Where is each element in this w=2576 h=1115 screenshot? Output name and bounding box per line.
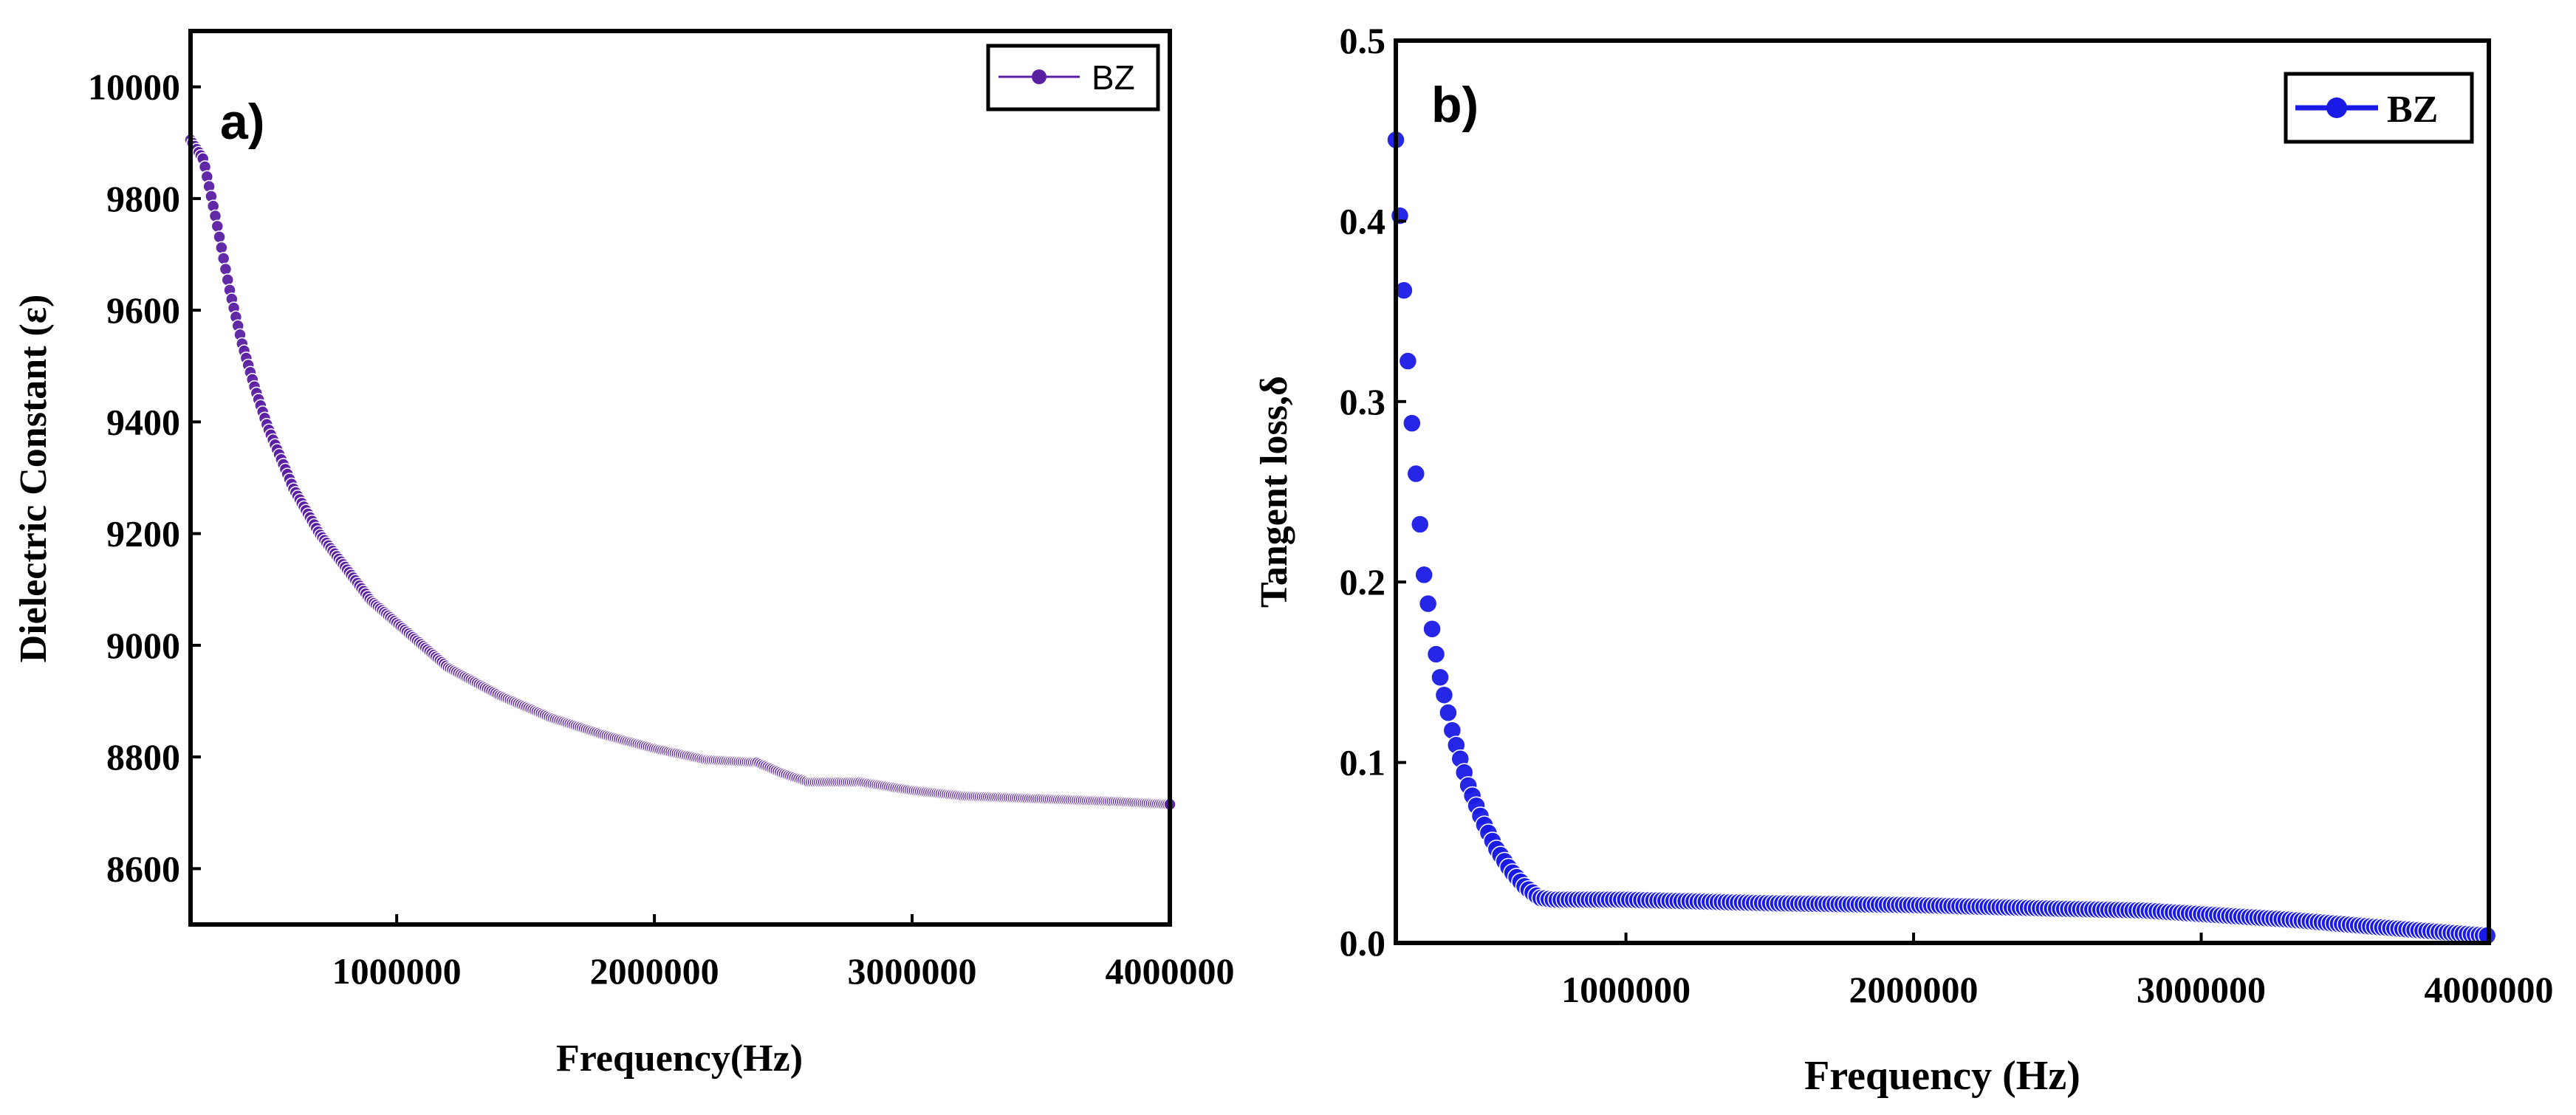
panel-a-legend-label: BZ xyxy=(1092,58,1135,97)
panel-b-data-point xyxy=(1398,351,1418,371)
panel-b-data-point xyxy=(1439,703,1458,722)
panel-b-y-tick-label: 0.1 xyxy=(1340,742,1386,783)
panel-a-data-points xyxy=(184,133,1176,812)
panel-a-y-tick-label: 8600 xyxy=(106,848,180,889)
panel-b-data-point xyxy=(1418,594,1438,614)
panel-a-data-point xyxy=(215,241,228,255)
panel-b-data-point xyxy=(1414,565,1433,585)
panel-b-data-points xyxy=(1386,130,2497,945)
panel-a-y-tick-label: 9400 xyxy=(106,401,180,442)
panel-b-tangent-loss: 0.0 0.1 0.2 0.3 0.4 0.5 1000000 2000000 3000000… xyxy=(1253,20,2554,1099)
panel-a-dielectric-constant: 8600 8800 9000 9200 9400 9600 9800 10000 100000… xyxy=(13,29,1235,1080)
panel-a-x-axis-label: Frequency(Hz) xyxy=(556,1037,803,1080)
panel-a-legend-marker xyxy=(1032,69,1046,84)
panel-a-x-ticks: 1000000 2000000 3000000 4000000 xyxy=(332,914,1235,992)
panel-b-data-point xyxy=(1434,685,1454,704)
panel-a-x-tick-label: 2000000 xyxy=(590,950,719,992)
panel-a-data-point xyxy=(210,219,225,233)
panel-b-legend-label: BZ xyxy=(2387,89,2438,131)
panel-a-legend: BZ xyxy=(986,44,1160,112)
panel-a-y-tick-label: 10000 xyxy=(88,66,180,108)
panel-a-x-tick-label: 3000000 xyxy=(848,950,977,992)
panel-b-x-tick-label: 1000000 xyxy=(1561,969,1690,1010)
panel-a-y-tick-label: 9600 xyxy=(106,289,180,331)
panel-b-y-tick-label: 0.4 xyxy=(1340,200,1386,241)
panel-a-y-tick-label: 9200 xyxy=(106,513,180,555)
panel-a-y-tick-label: 9800 xyxy=(106,178,180,219)
panel-b-x-tick-label: 3000000 xyxy=(2137,969,2266,1010)
panel-a-y-ticks: 8600 8800 9000 9200 9400 9600 9800 10000 xyxy=(88,66,201,889)
panel-b-x-axis-label: Frequency (Hz) xyxy=(1804,1053,2080,1099)
panel-b-x-tick-label: 2000000 xyxy=(1849,969,1979,1010)
panel-b-y-ticks: 0.0 0.1 0.2 0.3 0.4 0.5 xyxy=(1340,20,1406,964)
panel-a-x-tick-label: 4000000 xyxy=(1106,950,1235,992)
panel-b-legend: BZ xyxy=(2284,72,2474,144)
panel-b-data-point xyxy=(1406,464,1426,484)
panel-a-y-tick-label: 9000 xyxy=(106,625,180,666)
panel-b-data-point xyxy=(1410,515,1430,534)
panel-b-y-tick-label: 0.3 xyxy=(1340,381,1386,422)
panel-b-y-tick-label: 0.0 xyxy=(1340,922,1386,964)
panel-b-plot-frame xyxy=(1394,38,2491,945)
panel-a-data-point xyxy=(221,273,234,287)
panel-b-data-point xyxy=(1431,668,1450,687)
panel-b-legend-marker xyxy=(2326,97,2347,118)
panel-b-data-point xyxy=(1422,619,1442,639)
panel-b-x-tick-label: 4000000 xyxy=(2425,969,2554,1010)
panel-a-label: a) xyxy=(220,94,264,150)
panel-b-y-axis-label: Tangent loss,δ xyxy=(1253,376,1295,608)
panel-b-label: b) xyxy=(1431,77,1479,133)
panel-b-data-point xyxy=(1402,414,1422,433)
panel-a-x-tick-label: 1000000 xyxy=(332,950,462,992)
panel-a-data-point xyxy=(219,262,233,276)
panel-a-data-point xyxy=(216,252,230,265)
panel-b-y-tick-label: 0.5 xyxy=(1340,20,1386,61)
panel-b-y-tick-label: 0.2 xyxy=(1340,561,1386,603)
panel-a-y-axis-label: Dielectric Constant (ε) xyxy=(13,295,55,663)
panel-a-data-point xyxy=(213,230,226,244)
panel-a-plot-frame xyxy=(188,29,1172,927)
panel-a-data-point xyxy=(208,209,222,223)
panel-b-data-point xyxy=(1426,645,1446,664)
panel-a-y-tick-label: 8800 xyxy=(106,736,180,778)
panel-b-x-ticks: 1000000 2000000 3000000 4000000 xyxy=(1561,933,2554,1010)
